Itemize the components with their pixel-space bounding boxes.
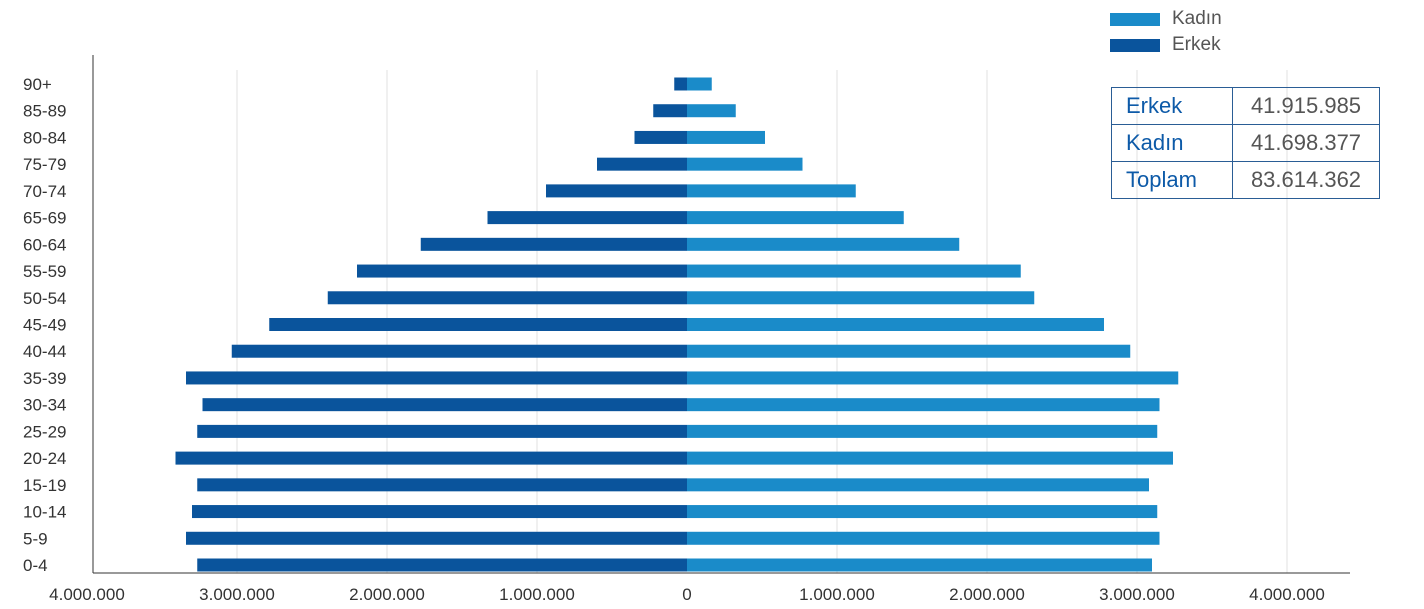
age-group-label: 40-44 (23, 342, 66, 361)
bar-erkek (597, 157, 687, 171)
bar-erkek (634, 130, 687, 144)
legend-item-kadin: Kadın (1110, 6, 1222, 32)
x-tick-label: 1.000.000 (499, 585, 575, 604)
summary-value: 41.698.377 (1232, 124, 1380, 162)
bar-erkek (653, 104, 687, 118)
legend-swatch-erkek (1110, 38, 1160, 52)
bar-erkek (197, 424, 687, 438)
bar-erkek (175, 451, 687, 465)
bar-erkek (546, 184, 687, 198)
age-group-labels: 90+ 85-89 80-84 75-79 70-74 65-69 60-64 55-59 50… (23, 75, 66, 575)
bar-erkek (231, 344, 687, 358)
bar-kadin (687, 318, 1104, 331)
age-group-label: 60-64 (23, 235, 66, 254)
x-tick-label: 2.000.000 (349, 585, 425, 604)
legend-swatch-kadin (1110, 12, 1160, 26)
summary-value: 41.915.985 (1232, 87, 1380, 125)
age-group-label: 20-24 (23, 449, 66, 468)
bar-erkek (327, 291, 687, 305)
summary-label: Toplam (1111, 161, 1233, 199)
bar-kadin (687, 424, 1158, 438)
bar-erkek (202, 398, 687, 412)
legend: Kadın Erkek (1110, 6, 1222, 58)
age-group-label: 80-84 (23, 128, 66, 147)
summary-value: 83.614.362 (1232, 161, 1380, 199)
bar-kadin (687, 184, 856, 198)
x-tick-label: 4.000.000 (1249, 585, 1325, 604)
bar-erkek (186, 531, 687, 545)
bar-kadin (687, 478, 1149, 492)
bar-kadin (687, 157, 803, 171)
bar-kadin (687, 344, 1131, 358)
x-tick-label: 4.000.000 (49, 585, 125, 604)
age-group-label: 50-54 (23, 289, 66, 308)
bar-kadin (687, 237, 960, 251)
age-group-label: 0-4 (23, 556, 48, 575)
summary-row-kadin: Kadın 41.698.377 (1111, 124, 1380, 162)
age-group-label: 25-29 (23, 422, 66, 441)
age-group-label: 10-14 (23, 503, 66, 522)
age-group-label: 75-79 (23, 155, 66, 174)
bar-erkek (197, 478, 687, 492)
bar-erkek (674, 77, 687, 91)
bar-kadin (687, 291, 1035, 305)
bar-kadin (687, 211, 904, 225)
bar-kadin (687, 451, 1173, 465)
bar-kadin (687, 130, 765, 144)
bar-erkek (186, 371, 687, 385)
axes (92, 55, 1350, 574)
bar-erkek (357, 264, 687, 278)
x-tick-label: 1.000.000 (799, 585, 875, 604)
bar-erkek (420, 237, 687, 251)
age-group-label: 15-19 (23, 476, 66, 495)
bar-kadin (687, 264, 1021, 278)
x-tick-label: 3.000.000 (1099, 585, 1175, 604)
age-group-label: 85-89 (23, 102, 66, 121)
x-tick-label: 2.000.000 (949, 585, 1025, 604)
bar-kadin (687, 531, 1160, 545)
legend-item-erkek: Erkek (1110, 32, 1222, 58)
age-group-label: 45-49 (23, 316, 66, 335)
age-group-label: 90+ (23, 75, 52, 94)
bar-kadin (687, 505, 1158, 519)
bar-kadin (687, 398, 1160, 412)
bar-kadin (687, 77, 712, 91)
x-tick-labels: 4.000.000 3.000.000 2.000.000 1.000.000 0 1.0… (49, 585, 1325, 604)
bar-kadin (687, 558, 1152, 572)
age-group-label: 55-59 (23, 262, 66, 281)
bar-kadin (687, 371, 1179, 385)
legend-label-kadin: Kadın (1172, 8, 1222, 29)
bar-erkek (487, 211, 687, 225)
bar-erkek (192, 505, 687, 519)
bar-erkek (269, 318, 687, 331)
age-group-label: 35-39 (23, 369, 66, 388)
age-group-label: 5-9 (23, 529, 48, 548)
legend-label-erkek: Erkek (1172, 34, 1221, 55)
bar-erkek (197, 558, 687, 572)
x-tick-label: 3.000.000 (199, 585, 275, 604)
population-summary-table: Erkek 41.915.985 Kadın 41.698.377 Toplam… (1111, 87, 1380, 199)
bars (175, 77, 1179, 572)
summary-row-erkek: Erkek 41.915.985 (1111, 87, 1380, 125)
x-tick-label: 0 (682, 585, 691, 604)
age-group-label: 70-74 (23, 182, 66, 201)
summary-label: Erkek (1111, 87, 1233, 125)
age-group-label: 65-69 (23, 209, 66, 228)
age-group-label: 30-34 (23, 396, 66, 415)
summary-row-toplam: Toplam 83.614.362 (1111, 161, 1380, 199)
summary-label: Kadın (1111, 124, 1233, 162)
bar-kadin (687, 104, 736, 118)
